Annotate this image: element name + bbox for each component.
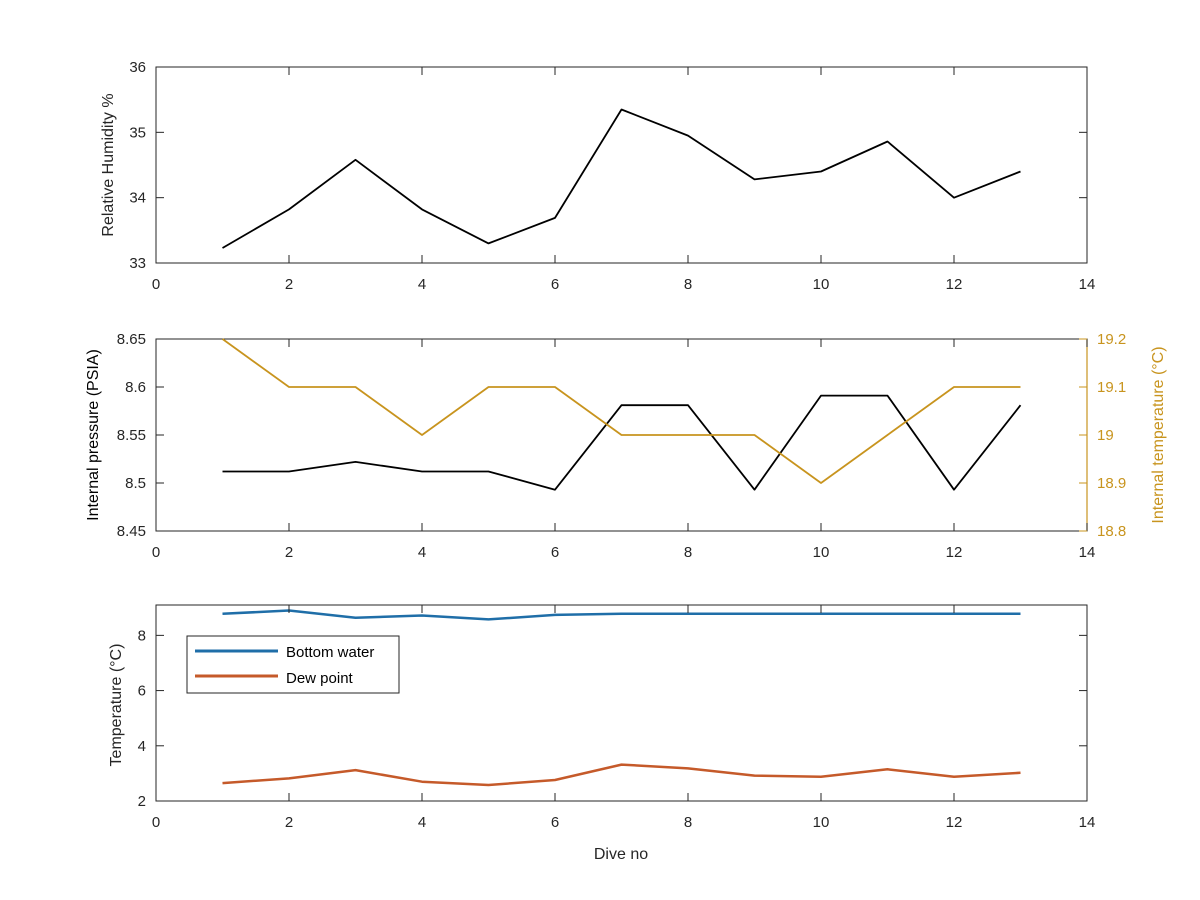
humidity-x-tick-label: 8 bbox=[684, 276, 692, 293]
temperature-panel: Temperature (°C) Dive no Bottom water De… bbox=[108, 604, 1096, 863]
humidity-x-tick-label: 10 bbox=[813, 276, 830, 293]
pressure-right-y-tick-label: 19 bbox=[1097, 427, 1114, 444]
pressure-x-tick-label: 4 bbox=[418, 544, 426, 561]
temperature-y-tick-label: 2 bbox=[138, 793, 146, 810]
humidity-x-tick-label: 12 bbox=[946, 276, 963, 293]
legend-label-dew-point: Dew point bbox=[286, 670, 354, 687]
pressure-y-tick-label: 8.5 bbox=[125, 475, 146, 492]
humidity-y-tick-label: 33 bbox=[129, 255, 146, 272]
temperature-x-tick-label: 10 bbox=[813, 814, 830, 831]
temperature-y-tick-label: 6 bbox=[138, 683, 146, 700]
temperature-x-tick-label: 12 bbox=[946, 814, 963, 831]
humidity-x-tick-label: 4 bbox=[418, 276, 426, 293]
pressure-right-y-tick-label: 19.1 bbox=[1097, 379, 1126, 396]
humidity-plot-frame bbox=[155, 66, 1088, 264]
temperature-plot-frame bbox=[155, 604, 1088, 802]
pressure-x-tick-label: 2 bbox=[285, 544, 293, 561]
temperature-y-tick-label: 4 bbox=[138, 738, 146, 755]
x-axis-title: Dive no bbox=[594, 846, 648, 863]
temperature-x-tick-label: 0 bbox=[152, 814, 160, 831]
internal-temperature-series-line bbox=[221, 338, 1021, 484]
humidity-x-tick-label: 14 bbox=[1079, 276, 1096, 293]
humidity-y-tick-label: 35 bbox=[129, 124, 146, 141]
pressure-right-y-tick-label: 18.9 bbox=[1097, 475, 1126, 492]
humidity-y-tick-label: 34 bbox=[129, 190, 146, 207]
pressure-x-tick-label: 6 bbox=[551, 544, 559, 561]
humidity-x-tick-label: 0 bbox=[152, 276, 160, 293]
pressure-x-tick-label: 0 bbox=[152, 544, 160, 561]
temperature-y-axis-title: Temperature (°C) bbox=[108, 644, 125, 767]
relative-humidity-series-line bbox=[222, 108, 1021, 249]
temperature-x-tick-label: 6 bbox=[551, 814, 559, 831]
internal-pressure-series-line bbox=[222, 394, 1022, 491]
humidity-x-tick-label: 6 bbox=[551, 276, 559, 293]
humidity-y-axis-title: Relative Humidity % bbox=[100, 93, 117, 236]
pressure-x-tick-label: 10 bbox=[813, 544, 830, 561]
pressure-x-tick-label: 14 bbox=[1079, 544, 1096, 561]
pressure-temperature-panel: Internal pressure (PSIA) Internal temper… bbox=[85, 331, 1167, 561]
bottom-water-series-line bbox=[222, 609, 1021, 621]
dew-point-series-line bbox=[222, 763, 1021, 787]
pressure-y-tick-label: 8.45 bbox=[117, 523, 146, 540]
pressure-right-y-tick-label: 18.8 bbox=[1097, 523, 1126, 540]
pressure-x-tick-label: 12 bbox=[946, 544, 963, 561]
pressure-y-tick-label: 8.6 bbox=[125, 379, 146, 396]
temperature-x-tick-label: 8 bbox=[684, 814, 692, 831]
temperature-x-tick-label: 14 bbox=[1079, 814, 1096, 831]
pressure-right-y-tick-label: 19.2 bbox=[1097, 331, 1126, 348]
pressure-y-axis-title: Internal pressure (PSIA) bbox=[85, 349, 102, 521]
pressure-x-tick-label: 8 bbox=[684, 544, 692, 561]
temperature-right-y-axis-title: Internal temperature (°C) bbox=[1150, 346, 1167, 523]
legend-label-bottom-water: Bottom water bbox=[286, 644, 374, 661]
legend: Bottom water Dew point bbox=[186, 635, 400, 694]
temperature-x-tick-label: 4 bbox=[418, 814, 426, 831]
humidity-x-tick-label: 2 bbox=[285, 276, 293, 293]
humidity-panel: Relative Humidity % 0 2 4 6 8 10 12 14 33 34 35 36 bbox=[100, 59, 1095, 293]
humidity-y-tick-label: 36 bbox=[129, 59, 146, 76]
pressure-y-tick-label: 8.55 bbox=[117, 427, 146, 444]
temperature-y-tick-label: 8 bbox=[138, 627, 146, 644]
temperature-x-tick-label: 2 bbox=[285, 814, 293, 831]
pressure-y-tick-label: 8.65 bbox=[117, 331, 146, 348]
legend-box bbox=[186, 635, 400, 694]
